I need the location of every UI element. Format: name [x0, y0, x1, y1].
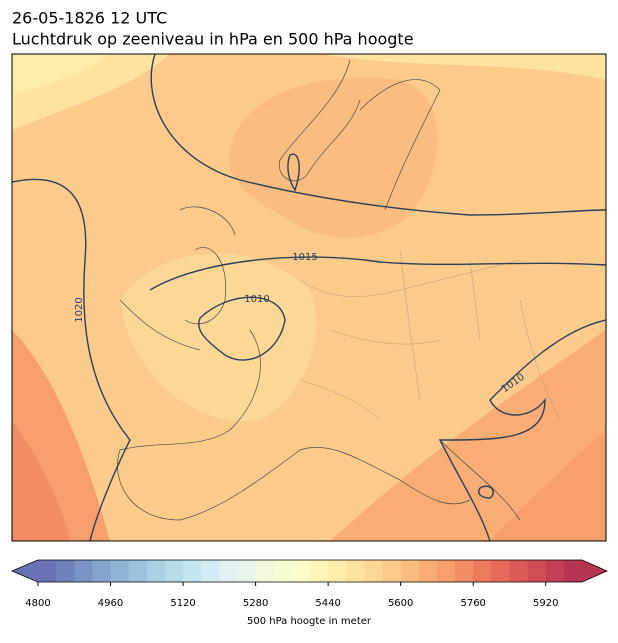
colorbar-outline	[10, 559, 608, 583]
colorbar-segment	[219, 560, 238, 582]
colorbar-segment	[328, 560, 347, 582]
colorbar-segment	[382, 560, 402, 582]
colorbar-extend-low	[12, 560, 38, 582]
colorbar-segment	[527, 560, 547, 582]
colorbar-tick-label: 5440	[315, 598, 340, 609]
colorbar-tick-label: 4800	[25, 598, 50, 609]
colorbar-segment	[364, 560, 384, 582]
colorbar-segment	[491, 560, 510, 582]
colorbar-segment	[56, 560, 75, 582]
isobar	[12, 178, 131, 541]
colorbar-segment	[418, 560, 438, 582]
colorbar-tick-label: 5600	[388, 598, 413, 609]
contour-label: 1020	[74, 297, 85, 322]
isobar	[150, 54, 606, 216]
colorbar-segment	[110, 560, 130, 582]
colorbar-segment	[255, 560, 275, 582]
contour-label: 1015	[292, 252, 317, 263]
field-southeast	[330, 330, 606, 541]
colorbar-segment	[273, 560, 293, 582]
contour-label: 1010	[244, 294, 269, 305]
colorbar-segment	[38, 560, 57, 582]
map-date: 26-05-1826 12 UTC	[12, 9, 167, 28]
colorbar: 4800 4960 5120 5280 5440 5600 5760 5920	[10, 559, 608, 609]
colorbar-tick-label: 4960	[98, 598, 123, 609]
colorbar-segment	[545, 560, 565, 582]
field-lighter	[12, 54, 110, 95]
colorbar-segment	[400, 560, 420, 582]
colorbar-segment	[183, 560, 202, 582]
isobar	[149, 256, 606, 291]
isobar	[287, 153, 494, 499]
isobar	[438, 319, 606, 541]
colorbar-segment	[291, 560, 311, 582]
field-light-west	[120, 253, 317, 422]
colorbar-segment	[509, 560, 529, 582]
colorbar-tick-label: 5120	[170, 598, 195, 609]
field-dark	[229, 77, 438, 238]
colorbar-segment	[563, 560, 583, 582]
map	[12, 54, 606, 541]
colorbar-segment	[310, 560, 329, 582]
field-southeast-dark	[490, 430, 606, 541]
colorbar-tick-label: 5920	[533, 598, 558, 609]
colorbar-label: 500 hPa hoogte in meter	[247, 616, 372, 627]
colorbar-tick-label: 5760	[460, 598, 485, 609]
colorbar-segment	[346, 560, 365, 582]
colorbar-segment	[237, 560, 257, 582]
field-southwest-dark	[12, 420, 70, 541]
colorbar-segment	[74, 560, 93, 582]
map-title: Luchtdruk op zeeniveau in hPa en 500 hPa…	[12, 30, 414, 49]
colorbar-segment	[436, 560, 456, 582]
map-frame	[11, 53, 607, 542]
colorbar-segment	[201, 560, 220, 582]
isobar	[198, 296, 286, 361]
colorbar-segment	[128, 560, 148, 582]
colorbar-segment	[455, 560, 474, 582]
colorbar-segment	[146, 560, 166, 582]
colorbar-segment	[92, 560, 112, 582]
colorbar-tick-label: 5280	[243, 598, 268, 609]
colorbar-segment	[164, 560, 184, 582]
colorbar-segment	[473, 560, 492, 582]
colorbar-extend-high	[582, 560, 607, 582]
